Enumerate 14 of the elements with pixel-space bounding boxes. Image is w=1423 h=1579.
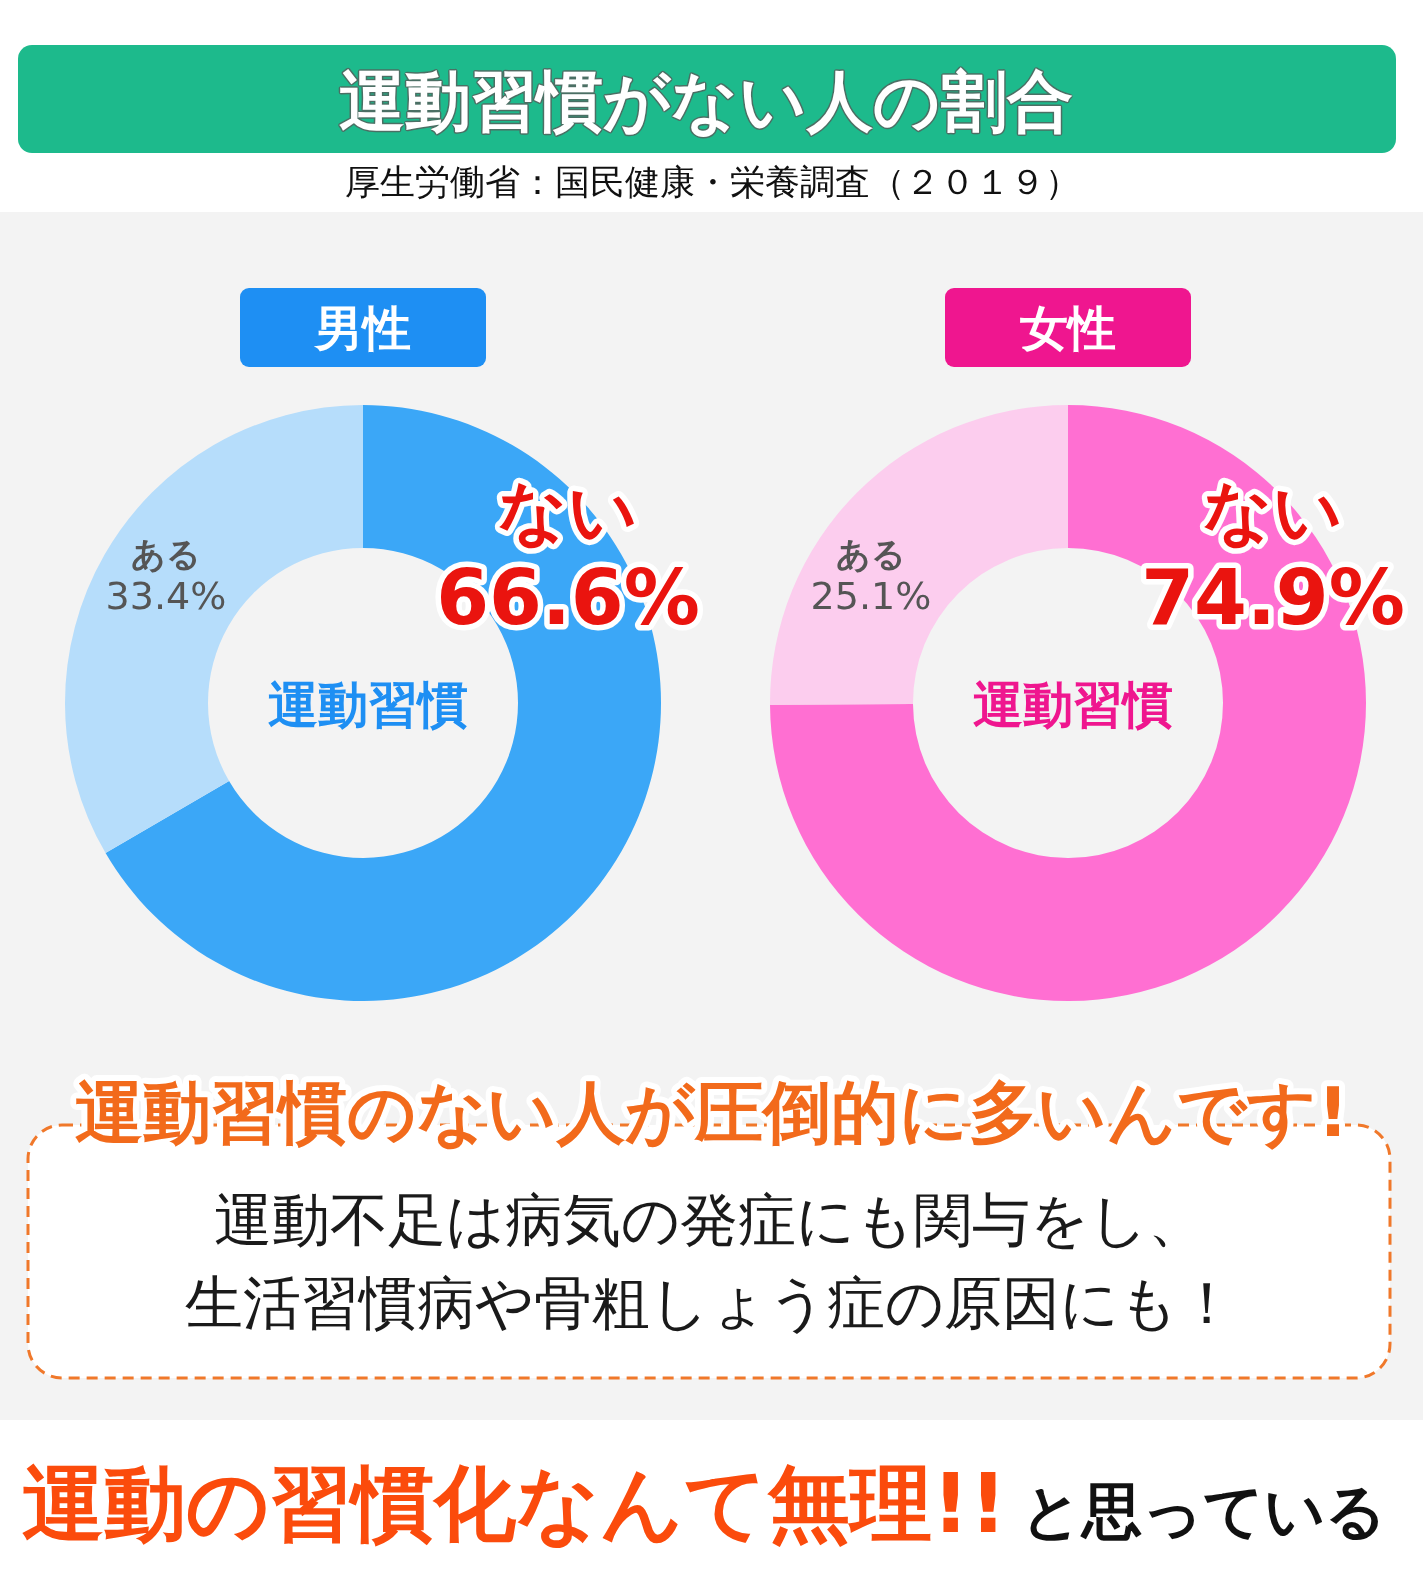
slice-label: ある [835,534,906,575]
text: 厚生労働省：国民健康・栄養調査（２０１９） [344,162,1080,202]
text: 生活習慣病や骨粗しょう症の原因にも！ [184,1269,1236,1337]
chart-title: 女性 [1020,300,1116,356]
data-label: 25.1% [810,574,932,619]
slice-label: ある [130,534,201,575]
text: 運動不足は病気の発症にも関与をし、 [214,1186,1206,1254]
text: 運動の習慣化なんて無理!! [22,1455,1007,1551]
text: 運動習慣がない人の割合 [339,62,1073,140]
text: と思っている [1020,1476,1386,1546]
text: 運動習慣 [973,676,1173,734]
text: 運動習慣 [268,676,468,734]
data-label: 33.4% [105,574,227,619]
chart-title: 男性 [313,300,411,356]
